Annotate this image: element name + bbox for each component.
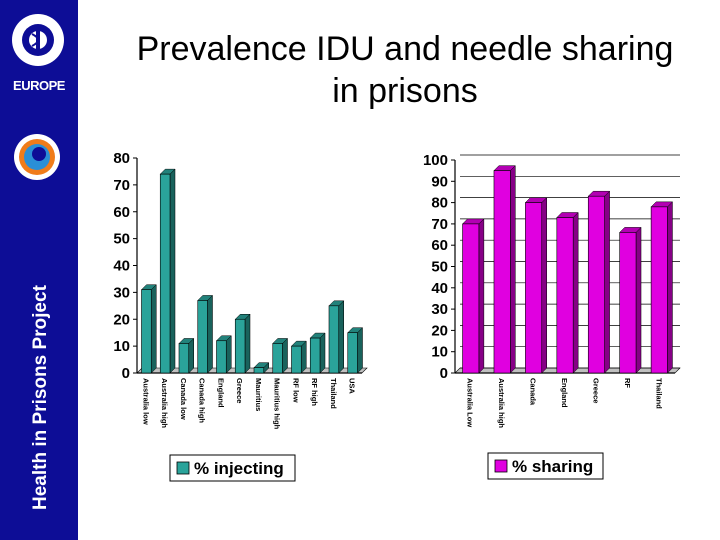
sharing-bar-side <box>635 226 642 374</box>
injecting-legend-box <box>169 454 296 482</box>
injecting-tick-label: 40 <box>113 258 130 275</box>
sharing-category-label: Australia high <box>497 378 506 428</box>
slide-title-line-2: in prisons <box>332 72 478 110</box>
injecting-bar <box>347 332 358 374</box>
injecting-bar-side <box>319 332 326 374</box>
injecting-category-label: Australia high <box>160 378 169 428</box>
sharing-category-label: Canada <box>529 378 538 406</box>
injecting-tick-label: 50 <box>113 231 130 248</box>
sharing-bar <box>493 170 511 374</box>
sidebar: EUROPE Health in Prisons Project <box>0 0 78 540</box>
injecting-bar-side <box>169 168 176 374</box>
injecting-category-label: Mauritius <box>254 378 263 411</box>
injecting-category-label: Canada high <box>198 378 207 423</box>
sharing-category-label: Thailand <box>654 378 663 409</box>
sharing-tick-label: 70 <box>431 216 448 233</box>
injecting-tick-label: 30 <box>113 284 130 301</box>
injecting-bar-side <box>301 340 307 374</box>
sharing-category-label: Australia Low <box>466 378 475 427</box>
injecting-bar-side <box>282 337 288 374</box>
injecting-bar <box>291 345 302 374</box>
injecting-category-label: England <box>216 378 225 408</box>
sharing-bar <box>462 223 480 374</box>
sharing-bar <box>556 217 574 374</box>
injecting-category-label: Canada low <box>179 378 188 420</box>
injecting-tick-label: 10 <box>113 338 130 355</box>
sharing-bar <box>525 202 543 374</box>
sharing-bar-side <box>478 218 485 374</box>
injecting-bar <box>216 340 227 374</box>
sharing-bar-side <box>510 165 516 374</box>
injecting-bar <box>159 173 171 374</box>
injecting-bar-side <box>188 337 194 374</box>
injecting-bar <box>178 343 190 374</box>
injecting-tick-label: 0 <box>122 365 130 382</box>
sharing-chart: 0 10 20 30 40 50 60 70 80 90 100 Australia Low Austr… <box>423 152 681 480</box>
injecting-category-label: USA <box>348 378 357 394</box>
injecting-bar-side <box>207 294 213 374</box>
sharing-category-label: Greece <box>591 378 600 403</box>
injecting-tick-label: 70 <box>113 177 130 194</box>
sharing-bar-side <box>604 190 610 374</box>
injecting-bar-side <box>226 335 232 374</box>
injecting-tick-label: 60 <box>113 204 130 221</box>
injecting-category-label: Thailand <box>329 378 338 409</box>
sharing-tick-label: 80 <box>431 195 448 212</box>
sharing-legend-label: % sharing <box>512 457 593 476</box>
sharing-tick-label: 40 <box>431 280 448 297</box>
injecting-bar-side <box>357 327 363 374</box>
injecting-tick-label: 20 <box>113 311 130 328</box>
sharing-bar <box>619 232 637 374</box>
injecting-legend-swatch <box>176 461 190 475</box>
injecting-bar <box>272 343 283 374</box>
injecting-bar <box>328 305 340 374</box>
injecting-legend-label: % injecting <box>194 459 284 478</box>
injecting-category-label: RF high <box>310 378 319 406</box>
sharing-legend-swatch <box>494 459 508 473</box>
injecting-category-label: Mauritius high <box>273 378 282 430</box>
who-europe-logo <box>12 14 64 66</box>
injecting-category-label: Australia low <box>141 378 150 425</box>
sharing-category-label: England <box>560 378 569 408</box>
sidebar-title-text: Health in Prisons Project <box>30 284 51 510</box>
injecting-bar <box>234 318 246 374</box>
injecting-bar <box>141 289 152 374</box>
logo-europe-text: EUROPE <box>13 78 65 93</box>
injecting-category-label: RF low <box>291 378 300 403</box>
sharing-category-label: RF <box>623 378 632 388</box>
injecting-bar <box>253 367 265 374</box>
injecting-bar-side <box>151 284 157 374</box>
sharing-tick-label: 0 <box>440 365 448 382</box>
injecting-bar-side <box>338 300 344 374</box>
sharing-tick-label: 50 <box>431 259 448 276</box>
slide-title: Prevalence IDU and needle sharing in pri… <box>90 28 720 112</box>
sharing-bar-side <box>541 196 547 374</box>
injecting-bar-side <box>244 313 251 374</box>
sharing-bar-side <box>667 201 673 374</box>
injecting-bar <box>197 300 208 374</box>
injecting-chart: 0 10 20 30 40 50 60 70 80 Australia low Australia … <box>113 150 368 482</box>
sharing-tick-label: 90 <box>431 173 448 190</box>
sharing-bar-side <box>572 211 579 374</box>
injecting-bar <box>309 337 321 374</box>
sharing-tick-label: 100 <box>423 152 448 169</box>
sharing-bar <box>650 206 668 374</box>
injecting-tick-label: 80 <box>113 150 130 167</box>
slide-title-line-1: Prevalence IDU and needle sharing <box>136 30 674 68</box>
sharing-bar <box>587 195 605 374</box>
sharing-tick-label: 30 <box>431 301 448 318</box>
project-logo-icon <box>14 134 60 180</box>
sharing-tick-label: 60 <box>431 237 448 254</box>
sharing-tick-label: 20 <box>431 322 448 339</box>
sharing-tick-label: 10 <box>431 344 448 361</box>
sidebar-vertical-title: Health in Prisons Project <box>2 190 72 515</box>
injecting-category-label: Greece <box>235 378 244 403</box>
